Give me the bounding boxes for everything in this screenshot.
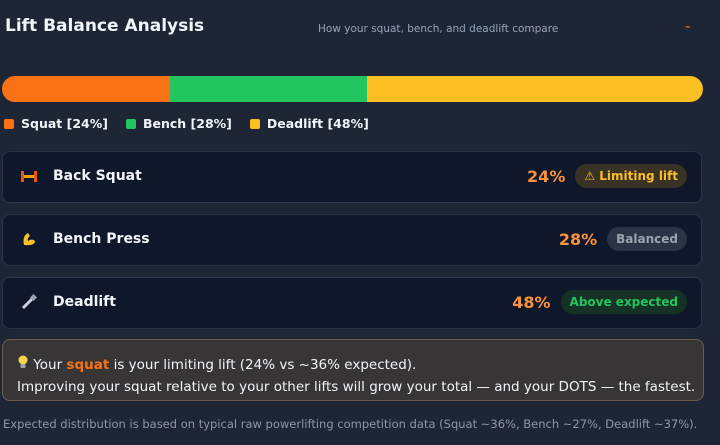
lift-name: Back Squat xyxy=(53,168,142,184)
highlight: squat xyxy=(66,357,110,373)
legend-label: Squat [24%] xyxy=(21,116,108,131)
collapse-button[interactable]: - xyxy=(685,17,691,35)
lift-right: 24% ⚠ Limiting lift xyxy=(527,164,687,188)
bulb-icon xyxy=(18,355,28,368)
insight-line: Improving your squat relative to your ot… xyxy=(17,379,696,395)
legend-swatch xyxy=(249,118,260,129)
lift-icon xyxy=(20,167,38,189)
lift-icon xyxy=(20,230,38,252)
status-badge: Above expected xyxy=(560,290,687,314)
lift-name: Deadlift xyxy=(53,294,116,310)
legend-item: Deadlift [48%] xyxy=(249,116,369,131)
insight-box: Your squat is your limiting lift (24% vs… xyxy=(2,339,704,401)
legend-label: Deadlift [48%] xyxy=(266,116,369,131)
text: Your xyxy=(33,357,67,373)
footnote: Expected distribution is based on typica… xyxy=(3,417,698,431)
icon xyxy=(23,233,35,246)
legend-swatch xyxy=(125,118,136,129)
subtitle: How your squat, bench, and deadlift comp… xyxy=(318,23,559,35)
status-badge: Balanced xyxy=(607,227,687,251)
lift-percent: 24% xyxy=(527,166,566,186)
legend: Squat [24%] Bench [28%] Deadlift [48%] xyxy=(4,116,369,131)
icon xyxy=(21,171,37,182)
distribution-bar xyxy=(2,76,703,102)
lift-icon xyxy=(20,293,38,315)
lift-card: Deadlift 48% Above expected xyxy=(2,277,702,329)
lift-percent: 28% xyxy=(558,229,598,249)
lift-right: 48% Above expected xyxy=(512,290,687,314)
legend-item: Bench [28%] xyxy=(125,116,232,131)
lift-name: Bench Press xyxy=(53,231,150,247)
legend-label: Bench [28%] xyxy=(142,116,232,131)
lift-percent: 48% xyxy=(512,292,551,312)
insight-line: Your squat is your limiting lift (24% vs… xyxy=(17,354,703,376)
icon xyxy=(21,293,38,310)
lift-card: Back Squat 24% ⚠ Limiting lift xyxy=(2,151,702,203)
bar-segment xyxy=(170,76,367,102)
legend-swatch xyxy=(4,118,14,129)
bar-segment xyxy=(2,76,171,102)
status-badge: ⚠ Limiting lift xyxy=(575,164,687,188)
legend-item: Squat [24%] xyxy=(4,116,108,131)
lift-card: Bench Press 28% Balanced xyxy=(2,214,702,266)
lift-right: 28% Balanced xyxy=(559,227,687,251)
bar-segment xyxy=(366,76,703,102)
title: Lift Balance Analysis xyxy=(5,16,205,36)
text: is your limiting lift (24% vs ~36% expec… xyxy=(109,357,417,373)
